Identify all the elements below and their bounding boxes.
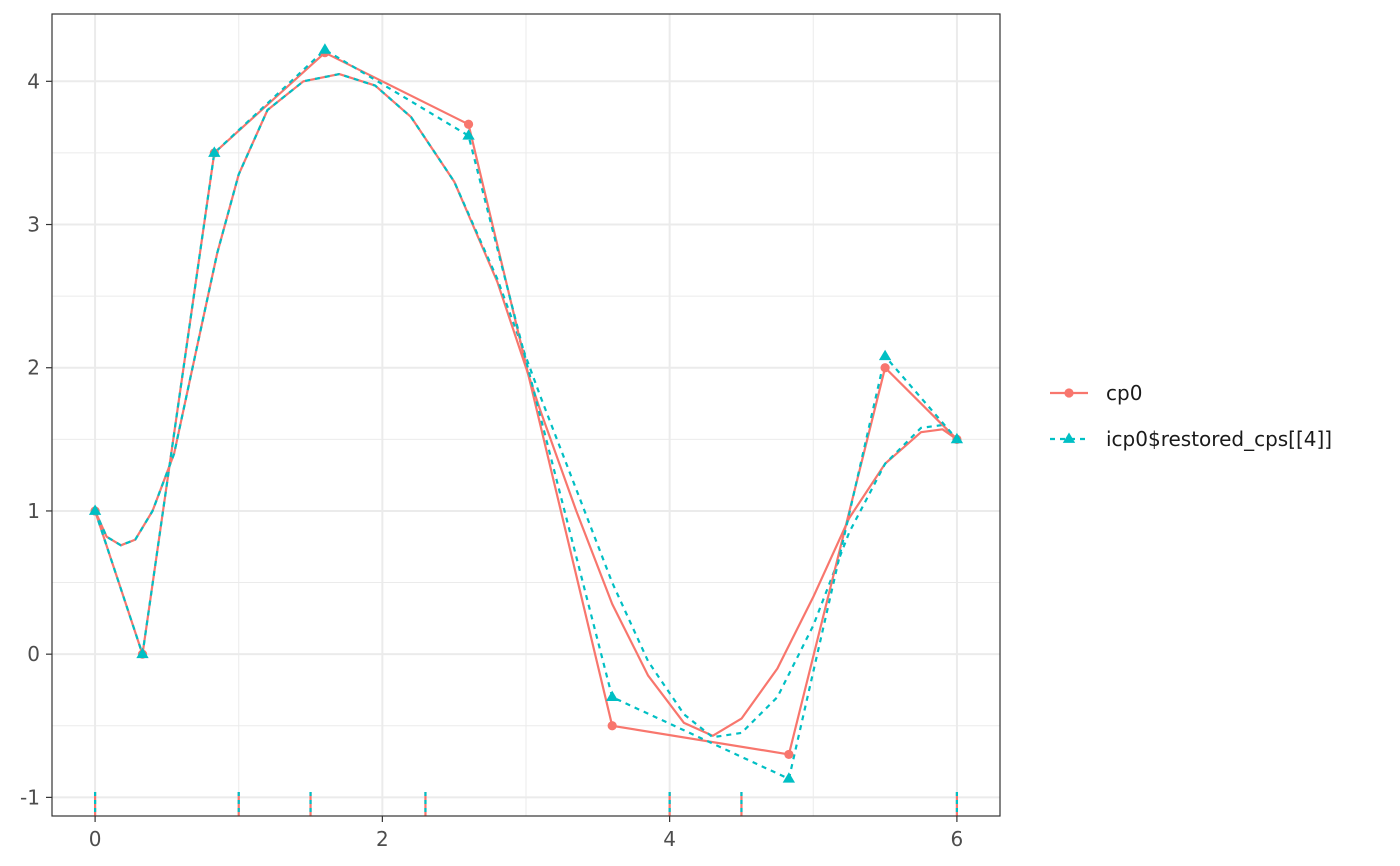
control-point xyxy=(463,119,474,129)
plot-panel-border xyxy=(51,13,1001,817)
control-point xyxy=(606,690,619,702)
control-point xyxy=(88,504,102,515)
control-point xyxy=(136,647,149,659)
control-point xyxy=(607,721,617,731)
legend-key-marker xyxy=(1064,388,1074,398)
control-points xyxy=(88,43,964,783)
y-tick-label: 1 xyxy=(27,499,40,523)
x-tick-label: 4 xyxy=(663,827,676,851)
x-tick-label: 2 xyxy=(376,827,389,851)
control-point xyxy=(878,349,892,361)
control-point xyxy=(208,146,221,157)
y-axis: -1 0 1 2 3 4 xyxy=(20,69,52,809)
y-tick-label: -1 xyxy=(20,785,40,809)
control-point xyxy=(782,772,796,783)
control-point xyxy=(462,129,475,140)
major-gridlines xyxy=(52,14,1000,816)
x-tick-label: 0 xyxy=(89,827,102,851)
control-point xyxy=(318,43,332,54)
y-tick-label: 0 xyxy=(27,642,40,666)
legend: cp0 icp0$restored_cps[[4]] xyxy=(1050,381,1332,451)
control-point xyxy=(784,749,794,760)
y-tick-label: 3 xyxy=(27,213,40,237)
legend-label: cp0 xyxy=(1106,381,1142,405)
control-point xyxy=(880,363,890,373)
legend-key-marker xyxy=(1062,432,1076,443)
x-tick-label: 6 xyxy=(951,827,964,851)
x-axis: 0 2 4 6 xyxy=(89,816,964,851)
y-tick-label: 4 xyxy=(27,69,40,93)
legend-label: icp0$restored_cps[[4]] xyxy=(1106,427,1332,451)
y-tick-label: 2 xyxy=(27,356,40,380)
control-point xyxy=(950,432,964,444)
knot-rug xyxy=(93,792,959,816)
